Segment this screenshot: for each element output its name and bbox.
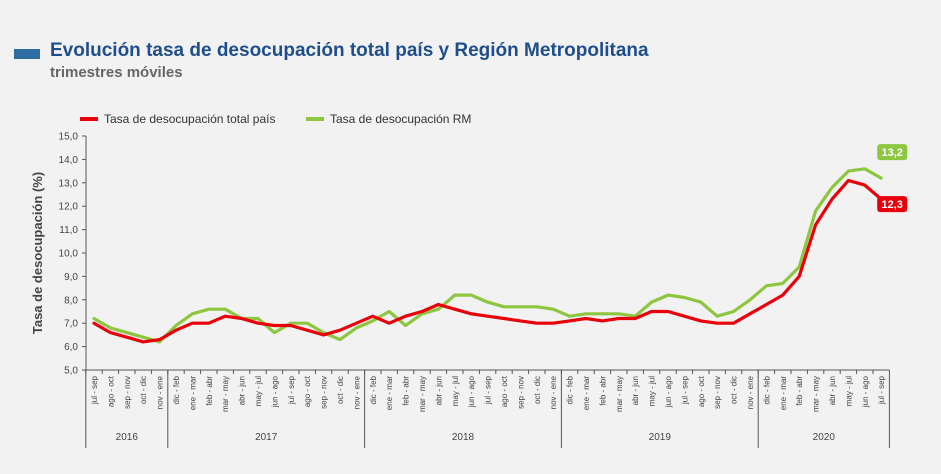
title-accent-bar xyxy=(14,49,40,59)
x-tick-label: oct - dic xyxy=(336,376,345,404)
x-tick-label: ene - mar xyxy=(188,376,197,411)
x-tick-label: jul - sep xyxy=(287,375,296,405)
y-tick-label: 14,0 xyxy=(59,155,79,166)
x-tick-label: feb - abr xyxy=(402,376,411,406)
legend-label-total: Tasa de desocupación total país xyxy=(104,112,275,126)
x-tick-label: dic - feb xyxy=(762,375,771,404)
x-tick-label: may - jul xyxy=(451,376,460,406)
x-tick-label: sep - nov xyxy=(713,376,722,409)
year-label: 2016 xyxy=(116,432,139,443)
x-tick-label: may - jul xyxy=(254,376,263,406)
x-tick-label: mar - may xyxy=(418,376,427,412)
y-tick-label: 11,0 xyxy=(59,225,78,236)
x-tick-label: jun - ago xyxy=(467,375,476,408)
x-tick-label: ene - mar xyxy=(779,376,788,411)
x-tick-label: oct - dic xyxy=(533,376,542,404)
x-tick-label: sep - nov xyxy=(516,376,525,409)
x-tick-label: feb - abr xyxy=(205,376,214,406)
year-label: 2018 xyxy=(452,432,475,443)
x-tick-label: abr - jun xyxy=(434,376,443,405)
end-label-total: 12,3 xyxy=(881,199,902,211)
x-tick-label: mar - may xyxy=(615,376,624,412)
year-label: 2017 xyxy=(255,432,278,443)
axes: 5,0 6,0 7,0 8,0 9,0 10,0 11,0 12,0 13,0 14,0 15,0 j… xyxy=(59,132,890,448)
x-tick-label: abr - jun xyxy=(238,376,247,405)
legend: Tasa de desocupación total país Tasa de … xyxy=(80,112,471,126)
x-tick-label: jun - ago xyxy=(270,375,279,408)
x-tick-label: abr - jun xyxy=(631,376,640,405)
x-tick-label: feb - abr xyxy=(598,376,607,406)
end-label-box-rm xyxy=(877,144,908,161)
year-label: 2020 xyxy=(813,432,836,443)
end-label-box-total xyxy=(877,196,908,213)
y-tick-label: 5,0 xyxy=(64,366,78,377)
x-tick-label: ene - mar xyxy=(582,376,591,411)
x-tick-label: oct - dic xyxy=(730,376,739,404)
x-tick-label: abr - jun xyxy=(828,376,837,405)
series-lines xyxy=(92,167,883,344)
y-tick-label: 12,0 xyxy=(59,202,79,213)
y-axis-title: Tasa de desocupación (%) xyxy=(30,172,45,334)
x-tick-label: nov - ene xyxy=(549,375,558,409)
x-tick-label: nov - ene xyxy=(156,375,165,409)
x-tick-label: sep - nov xyxy=(320,376,329,409)
x-tick-label: ago - oct xyxy=(697,375,706,407)
end-labels: 12,3 13,2 xyxy=(877,144,908,213)
x-tick-label: feb - abr xyxy=(795,376,804,406)
chart-title: Evolución tasa de desocupación total paí… xyxy=(50,40,649,61)
y-tick-label: 15,0 xyxy=(59,132,79,143)
series-line-rm xyxy=(92,167,883,344)
y-tick-label: 7,0 xyxy=(64,319,78,330)
y-tick-label: 6,0 xyxy=(64,342,78,353)
x-tick-label: dic - feb xyxy=(566,375,575,404)
x-tick-label: nov - ene xyxy=(352,375,361,409)
x-tick-label: dic - feb xyxy=(172,375,181,404)
x-tick-label: jun - ago xyxy=(861,375,870,408)
x-tick-label: jul - sep xyxy=(90,375,99,405)
x-tick-label: jun - ago xyxy=(664,375,673,408)
x-tick-label: mar - may xyxy=(812,376,821,412)
x-tick-label: sep - nov xyxy=(123,376,132,409)
x-tick-label: nov - ene xyxy=(746,375,755,409)
x-tick-label: ago - oct xyxy=(500,375,509,407)
chart-subtitle: trimestres móviles xyxy=(50,64,183,81)
x-tick-label: mar - may xyxy=(221,376,230,412)
x-tick-label: jul - sep xyxy=(484,375,493,405)
x-tick-label: dic - feb xyxy=(369,375,378,404)
x-tick-label: may - jul xyxy=(648,376,657,406)
x-tick-label: ago - oct xyxy=(303,375,312,407)
end-label-rm: 13,2 xyxy=(881,147,902,159)
x-tick-label: oct - dic xyxy=(139,376,148,404)
x-tick-label: jul - sep xyxy=(877,375,886,405)
legend-label-rm: Tasa de desocupación RM xyxy=(330,112,471,126)
x-tick-label: ago - oct xyxy=(106,375,115,407)
y-tick-label: 9,0 xyxy=(64,272,78,283)
series-line-total xyxy=(92,178,883,344)
x-tick-label: may - jul xyxy=(844,376,853,406)
y-tick-label: 10,0 xyxy=(59,249,79,260)
y-tick-label: 13,0 xyxy=(59,178,79,189)
year-label: 2019 xyxy=(649,432,672,443)
y-tick-label: 8,0 xyxy=(64,295,78,306)
x-tick-label: ene - mar xyxy=(385,376,394,411)
x-tick-label: jul - sep xyxy=(680,375,689,405)
